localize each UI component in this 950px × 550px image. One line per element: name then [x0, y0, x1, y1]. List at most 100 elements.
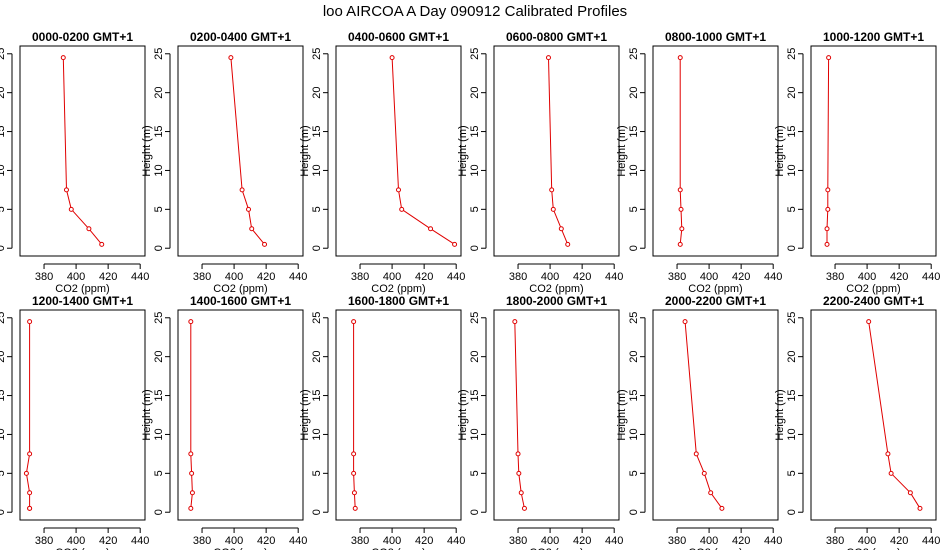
y-axis-label: Height (m): [616, 125, 628, 176]
data-point: [239, 187, 245, 193]
y-tick-label: 5: [153, 470, 165, 476]
plot-frame: [493, 45, 620, 257]
y-tick-label: 5: [311, 470, 323, 476]
panel-6: 1200-1400 GMT+1 380 400 420 440 CO2 (ppm) 0 5 10…: [0, 294, 149, 550]
data-point: [677, 241, 683, 247]
y-tick-label: 0: [153, 245, 165, 251]
data-point: [824, 241, 830, 247]
x-tick-label: 380: [35, 535, 53, 547]
y-axis-label: Height (m): [616, 389, 628, 440]
x-tick-label: 380: [668, 271, 686, 283]
data-point: [428, 226, 434, 232]
data-point: [558, 226, 564, 232]
x-tick-label: 380: [35, 271, 53, 283]
profile-line: [826, 57, 830, 245]
data-point: [888, 470, 894, 476]
x-tick-label: 380: [351, 271, 369, 283]
y-axis-label: Height (m): [774, 125, 786, 176]
y-tick-label: 10: [469, 164, 481, 176]
x-tick-label: 420: [732, 271, 750, 283]
data-point: [518, 490, 524, 496]
x-tick-label: 440: [447, 271, 465, 283]
x-axis-label: CO2 (ppm): [371, 547, 425, 550]
x-tick-label: 400: [858, 271, 876, 283]
y-tick-label: 20: [153, 87, 165, 99]
plot-frame: [19, 309, 146, 521]
data-point: [27, 505, 33, 511]
y-tick-label: 10: [628, 428, 640, 440]
y-tick-label: 0: [628, 245, 640, 251]
profile-line: [353, 321, 356, 509]
y-tick-label: 15: [786, 389, 798, 401]
profile-line: [684, 321, 723, 509]
y-tick-label: 5: [786, 206, 798, 212]
x-axis-label: CO2 (ppm): [688, 547, 742, 550]
plot-frame: [177, 309, 304, 521]
y-tick-label: 10: [311, 164, 323, 176]
panel-7: 1400-1600 GMT+1 380 400 420 440 CO2 (ppm) 0 5 10…: [141, 294, 307, 550]
data-point: [907, 490, 913, 496]
panel-title: 2200-2400 GMT+1: [823, 294, 924, 308]
data-point: [516, 470, 522, 476]
panel-11: 2200-2400 GMT+1 380 400 420 440 CO2 (ppm) 0 5 10…: [774, 294, 940, 550]
y-tick-label: 15: [0, 125, 7, 137]
y-tick-label: 20: [469, 351, 481, 363]
panel-8: 1600-1800 GMT+1 380 400 420 440 CO2 (ppm) 0 5 10…: [299, 294, 465, 550]
x-tick-label: 440: [289, 535, 307, 547]
y-tick-label: 0: [786, 509, 798, 515]
y-tick-label: 20: [786, 351, 798, 363]
x-tick-label: 420: [415, 535, 433, 547]
panel-title: 0000-0200 GMT+1: [32, 30, 133, 44]
y-tick-label: 5: [786, 470, 798, 476]
y-tick-label: 5: [153, 206, 165, 212]
x-tick-label: 440: [605, 271, 623, 283]
panel-title: 1200-1400 GMT+1: [32, 294, 133, 308]
x-tick-label: 380: [351, 535, 369, 547]
panel-0: 0000-0200 GMT+1 380 400 420 440 CO2 (ppm) 0 5 10…: [0, 30, 149, 295]
x-tick-label: 400: [541, 271, 559, 283]
x-tick-label: 440: [764, 271, 782, 283]
x-tick-label: 400: [225, 271, 243, 283]
y-tick-label: 25: [153, 48, 165, 60]
y-tick-label: 20: [311, 87, 323, 99]
y-tick-label: 15: [153, 125, 165, 137]
panel-title: 1000-1200 GMT+1: [823, 30, 924, 44]
plot-frame: [810, 309, 937, 521]
y-tick-label: 15: [153, 389, 165, 401]
y-tick-label: 20: [153, 351, 165, 363]
y-tick-label: 25: [153, 312, 165, 324]
data-point: [677, 55, 683, 61]
data-point: [825, 206, 831, 212]
x-axis-label: CO2 (ppm): [55, 547, 109, 550]
y-axis-label: Height (m): [774, 389, 786, 440]
y-axis-label: Height (m): [141, 389, 153, 440]
x-tick-label: 420: [890, 271, 908, 283]
data-point: [825, 187, 831, 193]
y-tick-label: 25: [0, 312, 7, 324]
y-tick-label: 20: [311, 351, 323, 363]
data-point: [885, 451, 891, 457]
y-tick-label: 0: [786, 245, 798, 251]
data-point: [23, 470, 29, 476]
data-point: [188, 451, 194, 457]
x-tick-label: 400: [700, 535, 718, 547]
data-point: [719, 505, 725, 511]
x-tick-label: 380: [826, 271, 844, 283]
data-point: [917, 505, 923, 511]
plot-frame: [810, 45, 937, 257]
y-tick-label: 20: [628, 87, 640, 99]
y-tick-label: 20: [628, 351, 640, 363]
data-point: [678, 206, 684, 212]
data-point: [679, 226, 685, 232]
y-tick-label: 15: [786, 125, 798, 137]
y-tick-label: 0: [311, 509, 323, 515]
y-tick-label: 0: [628, 509, 640, 515]
data-point: [701, 470, 707, 476]
data-point: [396, 187, 401, 193]
profile-line: [25, 321, 31, 509]
panel-title: 0400-0600 GMT+1: [348, 30, 449, 44]
data-point: [27, 319, 33, 325]
profile-line: [868, 321, 921, 509]
x-axis-label: CO2 (ppm): [529, 283, 583, 295]
